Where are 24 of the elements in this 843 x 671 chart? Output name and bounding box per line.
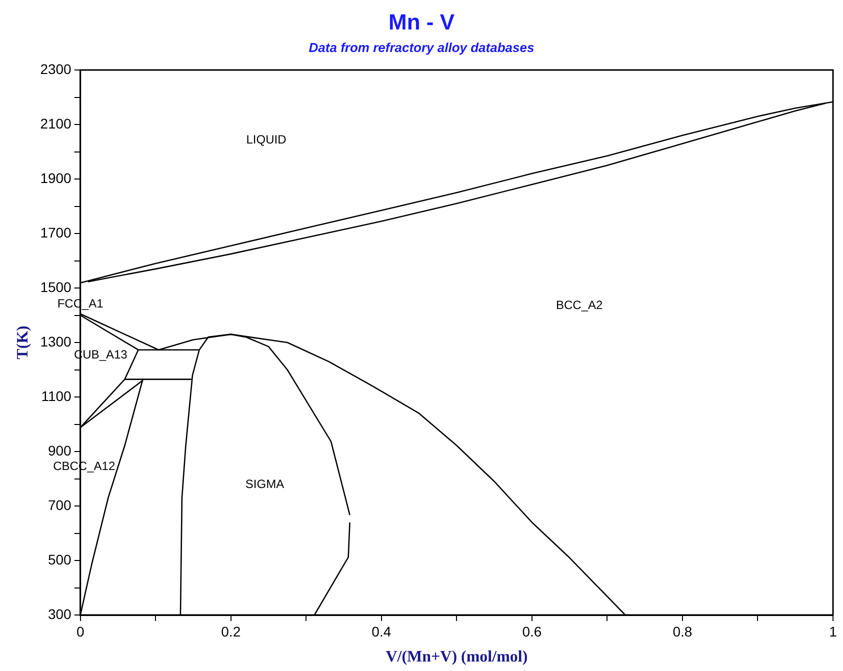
y-tick-label: 1500 [40,278,72,295]
y-tick-label: 500 [48,551,72,568]
y-axis-title: T(K) [14,326,32,360]
y-tick-label: 700 [48,496,72,513]
x-tick-label: 0.6 [522,623,542,640]
annotation: SIGMA [245,477,284,492]
y-tick-label: 1300 [40,333,72,350]
x-tick-label: 0 [76,623,84,640]
y-tick-label: 1100 [41,388,72,404]
y-tick-label: 2100 [40,115,72,132]
y-tick-label: 300 [48,606,72,622]
x-tick-label: 1 [829,623,838,640]
x-tick-label: 0.8 [672,623,692,640]
x-tick-label: 0.2 [221,623,241,640]
chart-subtitle: Data from refractory alloy databases [308,40,534,55]
x-axis-title: V/(Mn+V) (mol/mol) [386,648,528,666]
y-tick-label: 1700 [40,224,72,240]
y-tick-label: 1900 [40,170,72,186]
y-tick-label: 2300 [40,60,72,77]
x-tick-label: 0.4 [372,623,392,640]
y-tick-label: 900 [48,442,72,458]
chart-title: Mn - V [388,9,455,34]
annotation: LIQUID [246,132,287,147]
annotation: BCC_A2 [556,298,604,312]
